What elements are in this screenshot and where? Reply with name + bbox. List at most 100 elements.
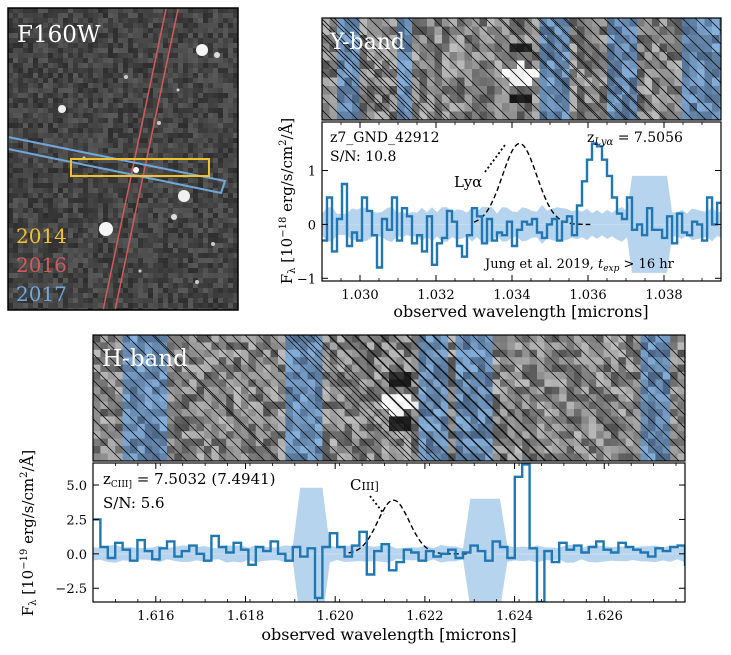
spectrum-pixel xyxy=(337,423,346,432)
spectrum-pixel xyxy=(537,401,545,410)
spectrum-pixel xyxy=(603,446,612,454)
image-pixel xyxy=(98,78,104,84)
image-pixel xyxy=(118,113,124,119)
image-pixel xyxy=(148,278,154,284)
spectrum-pixel xyxy=(652,111,660,120)
image-pixel xyxy=(188,253,194,259)
masked-hatch xyxy=(322,57,385,120)
image-pixel xyxy=(118,33,124,39)
image-pixel xyxy=(223,118,229,124)
spectrum-pixel xyxy=(655,416,664,425)
spectrum-pixel xyxy=(397,18,405,27)
image-pixel xyxy=(38,73,44,79)
spectrum-pixel xyxy=(574,438,582,447)
spectrum-pixel xyxy=(115,394,124,403)
spectrum-pixel xyxy=(255,379,264,388)
spectrum-pixel xyxy=(374,386,383,395)
image-pixel xyxy=(68,113,74,119)
image-pixel xyxy=(13,198,19,204)
image-pixel xyxy=(63,23,69,29)
image-pixel xyxy=(198,103,204,109)
spectrum-pixel xyxy=(470,446,479,454)
image-pixel xyxy=(198,198,204,204)
image-pixel xyxy=(163,23,169,29)
spectrum-pixel xyxy=(152,349,161,358)
spectrum-pixel xyxy=(352,43,360,53)
image-pixel xyxy=(33,198,39,204)
image-pixel xyxy=(28,58,34,64)
image-pixel xyxy=(233,78,238,84)
image-pixel xyxy=(193,228,199,234)
spectrum-pixel xyxy=(502,43,510,53)
spectrum-pixel xyxy=(592,52,600,61)
spectrum-pixel xyxy=(366,401,375,410)
image-pixel xyxy=(228,38,234,44)
spectrum-pixel xyxy=(670,349,679,358)
image-pixel xyxy=(68,13,74,19)
spectrum-pixel xyxy=(292,446,301,454)
spectrum-pixel xyxy=(704,111,713,120)
image-pixel xyxy=(118,63,124,69)
spectrum-pixel xyxy=(419,111,428,120)
spectrum-pixel xyxy=(93,386,101,395)
spectrum-pixel xyxy=(241,349,249,358)
image-pixel xyxy=(168,233,174,239)
spectrum-pixel xyxy=(315,357,323,366)
image-pixel xyxy=(173,148,179,154)
spectrum-pixel xyxy=(633,357,642,366)
image-pixel xyxy=(183,298,189,304)
spectrum-pixel xyxy=(648,453,656,461)
image-pixel xyxy=(218,83,224,89)
image-pixel xyxy=(58,58,64,64)
image-pixel xyxy=(63,278,69,284)
spectrum-pixel xyxy=(457,35,465,44)
image-pixel xyxy=(118,213,124,219)
spectrum-pixel xyxy=(233,357,242,366)
image-pixel xyxy=(228,238,234,244)
image-pixel xyxy=(188,303,194,309)
image-pixel xyxy=(63,268,69,274)
image-pixel xyxy=(88,218,94,224)
spectrum-pixel xyxy=(500,394,508,403)
spectrum-pixel xyxy=(614,18,623,27)
image-pixel xyxy=(143,183,149,189)
image-pixel xyxy=(98,108,104,114)
spectrum-pixel xyxy=(611,401,619,410)
masked-hatch xyxy=(322,22,420,120)
spectrum-pixel xyxy=(396,423,405,432)
image-pixel xyxy=(8,138,14,144)
image-pixel xyxy=(53,43,59,49)
spectrum-pixel xyxy=(241,335,249,343)
spectrum-pixel xyxy=(670,379,679,388)
image-pixel xyxy=(148,218,154,224)
image-pixel xyxy=(118,78,124,84)
image-pixel xyxy=(188,298,194,304)
image-pixel xyxy=(33,93,39,99)
image-pixel xyxy=(78,293,84,299)
image-pixel xyxy=(138,203,144,209)
image-pixel xyxy=(123,218,129,224)
faint-source xyxy=(176,88,180,92)
spectrum-pixel xyxy=(100,372,109,380)
spectrum-pixel xyxy=(381,394,390,403)
image-pixel xyxy=(133,178,139,184)
image-pixel xyxy=(53,208,59,214)
spectrum-pixel xyxy=(411,364,420,373)
image-pixel xyxy=(123,183,129,189)
spectrum-pixel xyxy=(359,453,368,461)
image-pixel xyxy=(73,98,79,104)
spectrum-pixel xyxy=(685,335,693,343)
image-pixel xyxy=(48,33,54,39)
spectrum-pixel xyxy=(487,77,495,87)
spectrum-pixel xyxy=(614,77,623,87)
spectrum-pixel xyxy=(278,409,286,417)
image-pixel xyxy=(13,253,19,259)
image-pixel xyxy=(178,158,184,164)
image-pixel xyxy=(168,98,174,104)
image-pixel xyxy=(58,163,64,169)
spectrum-pixel xyxy=(397,94,405,104)
spectrum-pixel xyxy=(502,18,510,27)
spectrum-pixel xyxy=(189,379,198,388)
spectrum-pixel xyxy=(389,372,397,380)
spectrum-pixel xyxy=(574,342,582,351)
